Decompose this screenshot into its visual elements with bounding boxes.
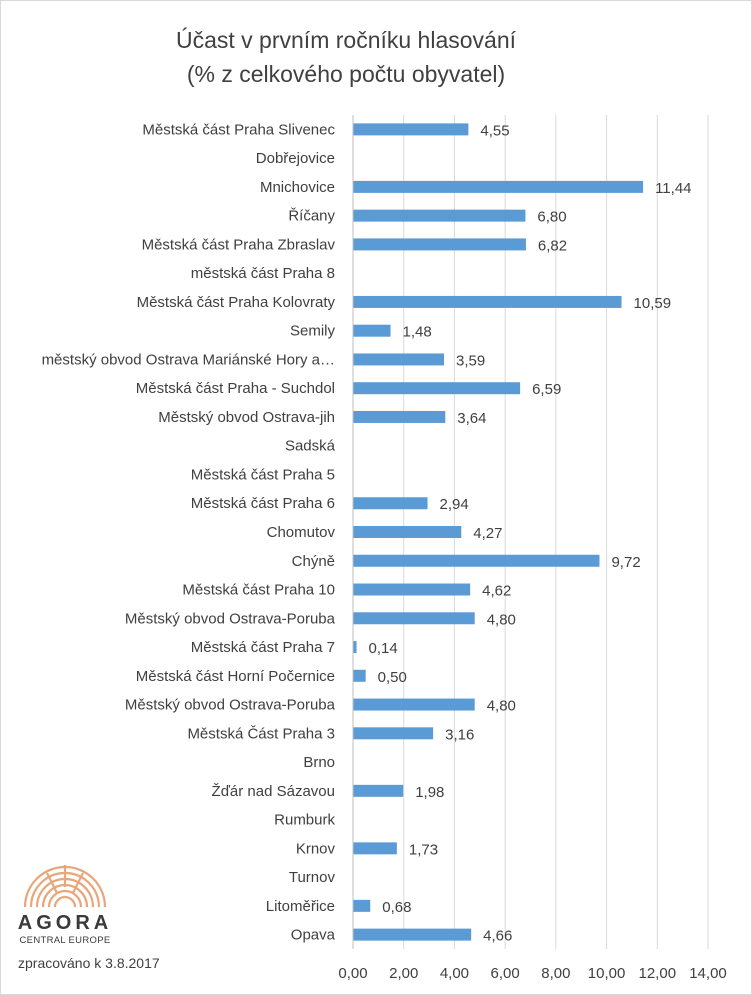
category-label: Městská část Praha 7 bbox=[191, 639, 335, 656]
x-tick-label: 0,00 bbox=[338, 965, 367, 982]
agora-logo: AGORA CENTRAL EUROPE bbox=[17, 849, 113, 946]
data-label: 4,27 bbox=[473, 525, 502, 542]
data-label: 4,80 bbox=[487, 611, 516, 628]
bar bbox=[353, 526, 462, 538]
bar bbox=[353, 295, 622, 308]
chart-title: Účast v prvním ročníku hlasování bbox=[175, 27, 517, 53]
bar bbox=[353, 899, 371, 912]
category-label: Městská část Horní Počernice bbox=[136, 668, 335, 685]
category-label: Městská část Praha Zbraslav bbox=[142, 236, 336, 253]
x-tick-label: 14,00 bbox=[689, 965, 727, 982]
data-label: 2,94 bbox=[440, 496, 469, 513]
bar bbox=[353, 382, 521, 395]
category-label: Mnichovice bbox=[260, 179, 335, 196]
data-label: 0,50 bbox=[378, 669, 407, 686]
category-label: Městský obvod Ostrava-Poruba bbox=[125, 610, 336, 627]
data-label: 0,68 bbox=[382, 899, 411, 916]
data-label: 3,59 bbox=[456, 352, 485, 369]
logo-tagline: CENTRAL EUROPE bbox=[19, 935, 111, 946]
chart-title-block: Účast v prvním ročníku hlasování (% z ce… bbox=[131, 23, 561, 91]
category-label: Litoměřice bbox=[266, 898, 335, 915]
data-label: 4,66 bbox=[483, 928, 512, 945]
data-label: 11,44 bbox=[655, 180, 691, 197]
footnote: zpracováno k 3.8.2017 bbox=[18, 955, 160, 971]
bar bbox=[353, 123, 469, 136]
category-label: městský obvod Ostrava Mariánské Hory a… bbox=[42, 351, 335, 368]
data-label: 4,55 bbox=[480, 122, 509, 139]
bar bbox=[353, 209, 526, 222]
category-label: Městská Část Praha 3 bbox=[187, 725, 335, 742]
bar bbox=[353, 669, 366, 682]
category-label: Městská část Praha Slivenec bbox=[142, 121, 335, 138]
category-label: Opava bbox=[291, 927, 336, 944]
data-label: 9,72 bbox=[611, 554, 640, 571]
bar bbox=[353, 180, 644, 193]
category-label: Rumburk bbox=[274, 812, 335, 829]
bar bbox=[353, 238, 526, 251]
data-label: 0,14 bbox=[369, 640, 398, 657]
category-label: Turnov bbox=[289, 869, 336, 886]
category-label: Sadská bbox=[285, 438, 336, 455]
category-label: Krnov bbox=[296, 840, 336, 857]
bar bbox=[353, 928, 472, 941]
chart-subtitle: (% z celkového počtu obyvatel) bbox=[186, 61, 506, 87]
data-label: 1,48 bbox=[403, 324, 432, 341]
bar bbox=[353, 497, 428, 510]
category-label: Semily bbox=[290, 323, 336, 340]
category-label: Městská část Praha 10 bbox=[182, 582, 335, 599]
data-label: 4,62 bbox=[482, 583, 511, 600]
category-label: Brno bbox=[303, 754, 335, 771]
data-label: 4,80 bbox=[487, 698, 516, 715]
bar bbox=[353, 784, 404, 797]
x-tick-label: 10,00 bbox=[588, 965, 626, 982]
category-label: Chýně bbox=[292, 553, 335, 570]
x-tick-label: 12,00 bbox=[639, 965, 677, 982]
data-label: 3,16 bbox=[445, 726, 474, 743]
category-label: Městský obvod Ostrava-jih bbox=[158, 409, 335, 426]
category-label: Městská část Praha 5 bbox=[191, 466, 335, 483]
category-label: Říčany bbox=[288, 208, 335, 225]
category-label: Městská část Praha - Suchdol bbox=[136, 380, 335, 397]
data-label: 1,73 bbox=[409, 841, 438, 858]
category-label: Žďár nad Sázavou bbox=[212, 783, 335, 800]
bar bbox=[353, 842, 397, 855]
bar bbox=[353, 698, 475, 711]
bar bbox=[353, 324, 391, 337]
data-label: 3,64 bbox=[457, 410, 486, 427]
agora-emblem-icon bbox=[23, 865, 107, 908]
x-tick-label: 2,00 bbox=[389, 965, 418, 982]
category-label: Dobřejovice bbox=[256, 150, 335, 167]
data-label: 6,80 bbox=[537, 209, 566, 226]
category-label: Chomutov bbox=[267, 524, 336, 541]
x-tick-label: 8,00 bbox=[541, 965, 570, 982]
category-label: Městská část Praha 6 bbox=[191, 495, 335, 512]
data-label: 6,82 bbox=[538, 237, 567, 254]
logo-wordmark: AGORA bbox=[17, 912, 113, 934]
data-label: 1,98 bbox=[415, 784, 444, 801]
bar bbox=[353, 554, 600, 567]
category-label: Městská část Praha Kolovraty bbox=[137, 294, 336, 311]
category-label: Městský obvod Ostrava-Poruba bbox=[125, 697, 336, 714]
bar bbox=[353, 353, 445, 366]
bar bbox=[353, 727, 434, 740]
bar bbox=[353, 612, 475, 625]
bar bbox=[353, 583, 471, 596]
data-label: 6,59 bbox=[532, 381, 561, 398]
bar bbox=[353, 410, 446, 423]
data-label: 10,59 bbox=[634, 295, 672, 312]
bar bbox=[353, 641, 357, 654]
category-label: městská část Praha 8 bbox=[191, 265, 335, 282]
x-tick-label: 6,00 bbox=[491, 965, 520, 982]
x-tick-label: 4,00 bbox=[440, 965, 469, 982]
emblem-rays bbox=[46, 865, 84, 894]
